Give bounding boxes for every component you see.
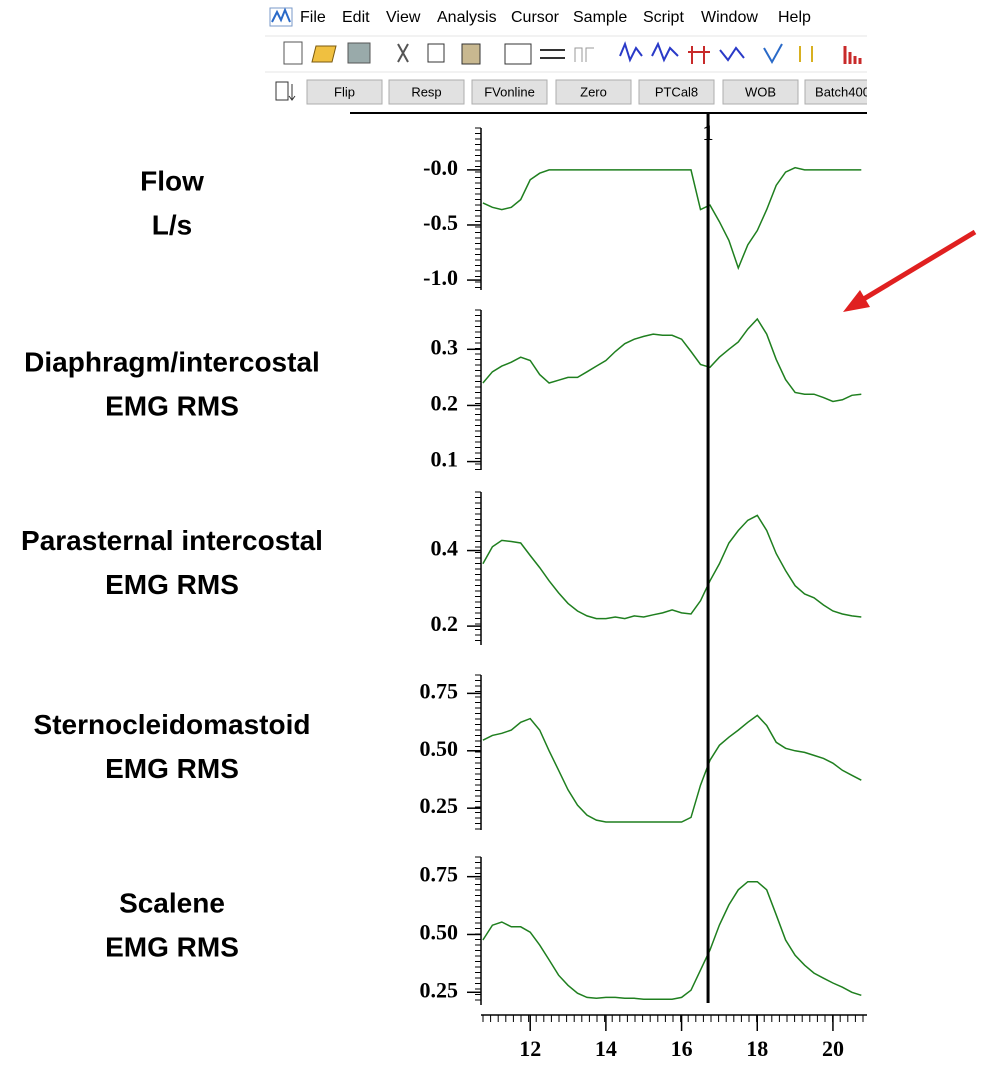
icon-tool[interactable] bbox=[540, 49, 565, 59]
button-label[interactable]: Flip bbox=[334, 84, 355, 99]
menu-item[interactable]: View bbox=[386, 9, 421, 26]
x-tick-label: 18 bbox=[746, 1036, 768, 1061]
button-label[interactable]: Zero bbox=[580, 84, 607, 99]
signal-line bbox=[482, 514, 862, 620]
toolbar-button[interactable] bbox=[722, 79, 799, 105]
signal-line bbox=[482, 317, 862, 403]
icon-open[interactable] bbox=[311, 45, 337, 63]
y-tick-label: 0.75 bbox=[420, 862, 459, 887]
icon-tool[interactable] bbox=[619, 41, 643, 63]
channel-label: L/s bbox=[152, 209, 192, 240]
y-tick-label: 0.75 bbox=[420, 678, 459, 703]
plots: Flow L/s -0.0 -0.5 -1.0 Diaphragm/intercostal… bbox=[21, 114, 867, 1061]
menu-item[interactable]: Analysis bbox=[437, 9, 497, 26]
channel-label: EMG RMS bbox=[105, 753, 239, 784]
channel-label: Scalene bbox=[119, 887, 225, 918]
y-tick-label: -0.0 bbox=[423, 155, 458, 180]
toolbar-area: File Edit View Analysis Cursor Sample Script Wi… bbox=[265, 0, 880, 110]
x-tick-label: 16 bbox=[671, 1036, 693, 1061]
icon-copy[interactable] bbox=[427, 43, 445, 63]
toolbar-button[interactable] bbox=[555, 79, 632, 105]
button-bar: Flip Resp FVonline Zero PTCal8 WOB Batch400 bbox=[306, 79, 880, 105]
toolbar-button[interactable] bbox=[306, 79, 383, 105]
button-label[interactable]: FVonline bbox=[484, 84, 535, 99]
icon-cut[interactable] bbox=[397, 43, 409, 63]
menu-item[interactable]: Script bbox=[643, 9, 684, 26]
toolbar-button[interactable] bbox=[471, 79, 548, 105]
toolbar-button[interactable] bbox=[388, 79, 465, 105]
y-tick-label: 0.25 bbox=[420, 793, 459, 818]
icon-tool[interactable] bbox=[574, 47, 594, 62]
icon-new[interactable] bbox=[283, 41, 303, 65]
icon-tool[interactable] bbox=[843, 46, 862, 64]
x-tick-label: 14 bbox=[595, 1036, 617, 1061]
y-tick-label: 0.50 bbox=[420, 920, 459, 945]
app-icon bbox=[269, 7, 293, 27]
y-tick-label: 0.25 bbox=[420, 977, 459, 1002]
y-tick-label: 0.1 bbox=[431, 447, 459, 472]
icon-tool[interactable] bbox=[688, 46, 710, 64]
icon-row bbox=[283, 41, 862, 65]
icon-tool[interactable] bbox=[719, 46, 745, 62]
signal-line bbox=[482, 880, 862, 1000]
list-icon bbox=[275, 81, 296, 101]
y-tick-label: 0.2 bbox=[431, 390, 459, 415]
icon-tool[interactable] bbox=[763, 43, 783, 65]
channel-label: Parasternal intercostal bbox=[21, 525, 323, 556]
menu-item[interactable]: Sample bbox=[573, 9, 627, 26]
channel-label: Diaphragm/intercostal bbox=[24, 346, 320, 377]
cursor-label[interactable]: 1 bbox=[703, 120, 714, 145]
channel-label: Sternocleidomastoid bbox=[34, 709, 311, 740]
menu-item[interactable]: Window bbox=[701, 9, 758, 26]
button-label[interactable]: Resp bbox=[411, 84, 441, 99]
icon-tool[interactable] bbox=[799, 46, 813, 62]
channel-label: EMG RMS bbox=[105, 931, 239, 962]
red-arrow bbox=[843, 229, 977, 312]
signal-line bbox=[482, 714, 862, 823]
icon-tool[interactable] bbox=[651, 41, 679, 63]
menu-item[interactable]: Help bbox=[778, 9, 811, 26]
menu-bar: File Edit View Analysis Cursor Sample Script Wi… bbox=[300, 9, 811, 26]
y-tick-label: 0.3 bbox=[431, 334, 459, 359]
icon-tool[interactable] bbox=[504, 43, 532, 65]
x-tick-label: 20 bbox=[822, 1036, 844, 1061]
channel-label: EMG RMS bbox=[105, 569, 239, 600]
channel-label: EMG RMS bbox=[105, 390, 239, 421]
icon-paste[interactable] bbox=[461, 43, 481, 65]
button-label[interactable]: Batch400 bbox=[815, 84, 870, 99]
y-tick-label: 0.50 bbox=[420, 736, 459, 761]
toolbar-button[interactable] bbox=[804, 79, 880, 105]
menu-item[interactable]: Edit bbox=[342, 9, 370, 26]
button-label[interactable]: WOB bbox=[745, 84, 776, 99]
y-tick-label: -0.5 bbox=[423, 210, 458, 235]
menu-item[interactable]: File bbox=[300, 9, 326, 26]
toolbar-button[interactable] bbox=[638, 79, 715, 105]
button-label[interactable]: PTCal8 bbox=[655, 84, 698, 99]
y-tick-label: 0.4 bbox=[431, 536, 459, 561]
icon-save[interactable] bbox=[347, 42, 371, 64]
channel-label: Flow bbox=[140, 165, 204, 196]
x-tick-label: 12 bbox=[519, 1036, 541, 1061]
menu-item[interactable]: Cursor bbox=[511, 9, 560, 26]
signal-line bbox=[482, 166, 862, 271]
y-tick-label: -1.0 bbox=[423, 265, 458, 290]
y-tick-label: 0.2 bbox=[431, 611, 459, 636]
